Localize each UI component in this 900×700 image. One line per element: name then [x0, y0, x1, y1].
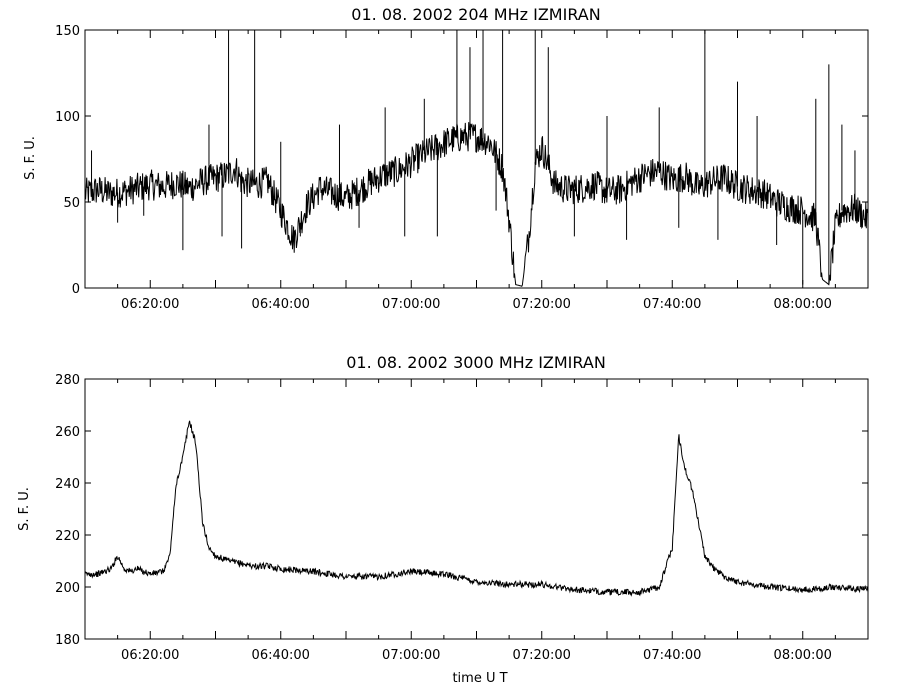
x-tick-label: 08:00:00	[774, 297, 832, 312]
spikes	[91, 30, 856, 285]
y-tick-label: 240	[55, 477, 80, 492]
y-tick-label: 50	[63, 196, 80, 211]
series-line-204mhz	[84, 122, 869, 287]
y-tick-label: 220	[55, 529, 80, 544]
y-axis-label: S. F. U.	[23, 136, 38, 180]
axis-ticks: 0 50 100 150 06:20:00 06:40:00 07:00:00 07:20:0…	[55, 24, 869, 312]
chart-title: 01. 08. 2002 204 MHz IZMIRAN	[351, 5, 600, 24]
y-tick-label: 200	[55, 581, 80, 596]
y-tick-label: 260	[55, 425, 80, 440]
chart-3000mhz: 01. 08. 2002 3000 MHz IZMIRAN S. F. U. 1…	[17, 353, 869, 686]
x-tick-label: 07:40:00	[643, 297, 701, 312]
y-tick-label: 100	[55, 110, 80, 125]
x-tick-label: 07:00:00	[382, 648, 440, 663]
axis-ticks: 180 200 220 240 260 280 06:20:00 06:40:00 07:00:…	[55, 373, 869, 663]
chart-204mhz: 01. 08. 2002 204 MHz IZMIRAN S. F. U. 0 5…	[23, 5, 869, 312]
x-tick-label: 08:00:00	[774, 648, 832, 663]
series-line-3000mhz	[84, 420, 869, 597]
x-tick-label: 06:40:00	[252, 297, 310, 312]
y-tick-label: 180	[55, 633, 80, 648]
y-tick-label: 0	[72, 282, 80, 297]
y-tick-label: 150	[55, 24, 80, 39]
y-tick-label: 280	[55, 373, 80, 388]
y-axis-label: S. F. U.	[17, 487, 32, 531]
x-tick-label: 06:20:00	[121, 297, 179, 312]
x-tick-label: 07:40:00	[643, 648, 701, 663]
plot-frame	[84, 378, 869, 640]
x-tick-label: 07:20:00	[513, 648, 571, 663]
x-axis-label: time U T	[452, 671, 507, 686]
x-tick-label: 06:40:00	[252, 648, 310, 663]
x-tick-label: 07:20:00	[513, 297, 571, 312]
chart-title: 01. 08. 2002 3000 MHz IZMIRAN	[346, 353, 606, 372]
x-tick-label: 06:20:00	[121, 648, 179, 663]
plot-frame	[84, 29, 869, 289]
x-tick-label: 07:00:00	[382, 297, 440, 312]
